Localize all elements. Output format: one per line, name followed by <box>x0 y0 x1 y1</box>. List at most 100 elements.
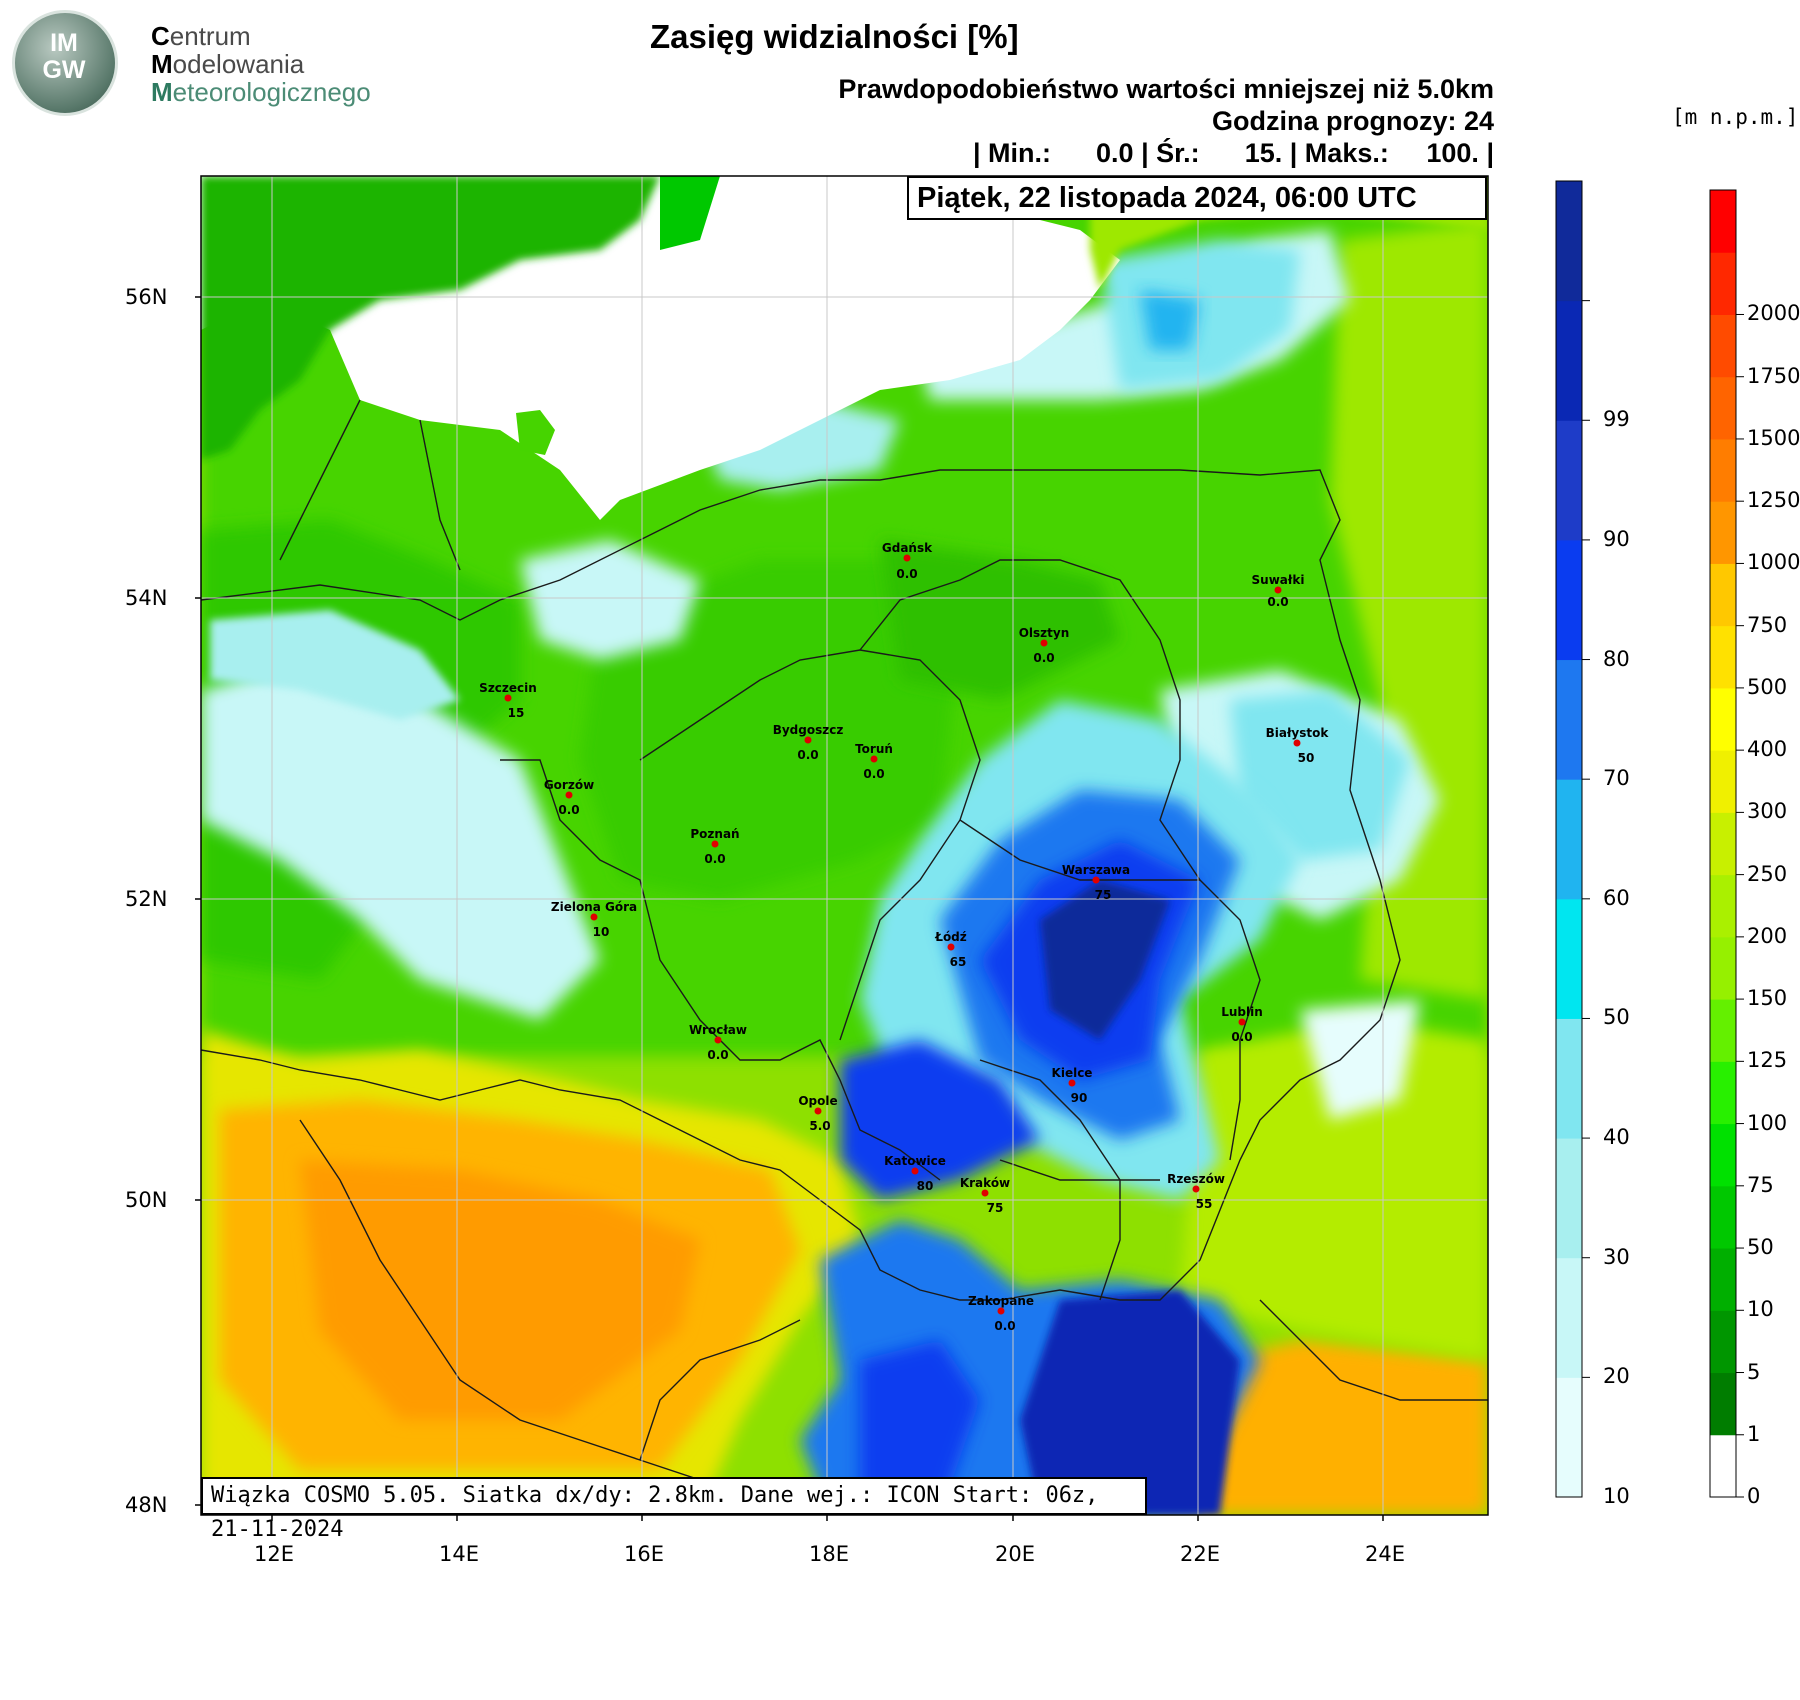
elevation-colorbar-label: 300 <box>1747 799 1788 824</box>
lon-label-12e: 12E <box>254 1542 294 1566</box>
elevation-colorbar-swatch <box>1710 1310 1736 1374</box>
svg-text:Olsztyn: Olsztyn <box>1019 626 1070 640</box>
elevation-colorbar-swatch <box>1710 1123 1736 1187</box>
map-frame <box>200 175 1489 1516</box>
city-rzeszow: Rzeszów 55 <box>1167 1172 1225 1211</box>
city-lodz: Łódź 65 <box>934 930 967 969</box>
svg-text:Warszawa: Warszawa <box>1062 863 1130 877</box>
probability-colorbar-label: 90 <box>1603 526 1630 551</box>
lon-label-16e: 16E <box>624 1542 664 1566</box>
lon-label-20e: 20E <box>995 1542 1035 1566</box>
model-info: Wiązka COSMO 5.05. Siatka dx/dy: 2.8km. … <box>201 1477 1147 1542</box>
lat-label-56n: 56N <box>125 285 168 309</box>
svg-text:Wrocław: Wrocław <box>689 1023 747 1037</box>
elevation-colorbar-label: 50 <box>1747 1235 1774 1260</box>
elevation-colorbar-swatch <box>1710 1434 1736 1498</box>
city-gdansk: Gdańsk 0.0 <box>882 541 933 581</box>
svg-text:Bydgoszcz: Bydgoszcz <box>773 723 844 737</box>
lat-label-52n: 52N <box>125 887 168 911</box>
svg-text:0.0: 0.0 <box>994 1319 1015 1333</box>
elevation-colorbar-label: 100 <box>1747 1110 1788 1135</box>
page-title: Zasięg widzialności [%] <box>650 18 1019 55</box>
elevation-colorbar-label: 400 <box>1747 737 1788 762</box>
svg-text:5.0: 5.0 <box>809 1119 830 1133</box>
city-suwalki: Suwałki 0.0 <box>1252 573 1305 609</box>
city-poznan: Poznań 0.0 <box>690 827 739 866</box>
city-szczecin: Szczecin 15 <box>479 681 537 720</box>
elevation-colorbar-label: 2000 <box>1747 301 1800 326</box>
probability-colorbar-label: 70 <box>1603 766 1630 791</box>
elevation-colorbar-label: 250 <box>1747 861 1788 886</box>
svg-text:Białystok: Białystok <box>1266 726 1330 740</box>
svg-text:Kraków: Kraków <box>960 1176 1010 1190</box>
map-field <box>201 176 1488 1515</box>
elevation-units: [m n.p.m.] <box>1672 105 1799 129</box>
svg-text:55: 55 <box>1196 1197 1213 1211</box>
probability-colorbar-swatch <box>1556 779 1582 900</box>
svg-text:0.0: 0.0 <box>1267 595 1288 609</box>
probability-colorbar-label: 80 <box>1603 646 1630 671</box>
elevation-colorbar-swatch <box>1710 687 1736 751</box>
svg-text:Gorzów: Gorzów <box>544 778 594 792</box>
svg-text:15: 15 <box>508 706 525 720</box>
svg-text:50: 50 <box>1298 751 1315 765</box>
svg-text:0.0: 0.0 <box>1231 1030 1252 1044</box>
svg-text:Zakopane: Zakopane <box>968 1294 1034 1308</box>
svg-text:Opole: Opole <box>798 1094 837 1108</box>
elevation-colorbar-swatch <box>1710 252 1736 315</box>
svg-text:Zielona Góra: Zielona Góra <box>551 900 637 914</box>
city-opole: Opole 5.0 <box>798 1094 837 1133</box>
city-katowice: Katowice 80 <box>884 1154 946 1193</box>
elevation-colorbar-label: 75 <box>1747 1172 1774 1197</box>
elevation-colorbar-label: 1 <box>1747 1421 1761 1446</box>
probability-colorbar-swatch <box>1556 1377 1582 1498</box>
elevation-colorbar-label: 125 <box>1747 1048 1788 1073</box>
svg-text:0.0: 0.0 <box>863 767 884 781</box>
city-torun: Toruń 0.0 <box>855 742 893 781</box>
elevation-colorbar-label: 5 <box>1747 1359 1761 1384</box>
svg-text:Łódź: Łódź <box>934 930 967 944</box>
elevation-colorbar-swatch <box>1710 750 1736 813</box>
probability-colorbar-frame <box>1555 180 1583 1498</box>
elevation-colorbar-label: 1750 <box>1747 363 1800 388</box>
probability-colorbar-swatch <box>1556 539 1582 661</box>
elevation-colorbar-label: 1500 <box>1747 425 1800 450</box>
elevation-colorbar-label: 200 <box>1747 923 1788 948</box>
probability-colorbar-swatch <box>1556 898 1582 1019</box>
probability-colorbar-label: 30 <box>1603 1244 1630 1269</box>
probability-colorbar-swatch <box>1556 420 1582 541</box>
probability-colorbar-label: 40 <box>1603 1125 1630 1150</box>
svg-text:0.0: 0.0 <box>896 567 917 581</box>
forecast-date: Piątek, 22 listopada 2024, 06:00 UTC <box>907 176 1487 220</box>
lat-label-54n: 54N <box>125 586 168 610</box>
probability-colorbar-label: 10 <box>1603 1484 1630 1508</box>
imgw-logo-text: IM GW <box>42 29 86 84</box>
elevation-colorbar-label: 0 <box>1747 1484 1761 1508</box>
probability-colorbar-label: 20 <box>1603 1364 1630 1389</box>
axis-ticks <box>195 296 1384 1521</box>
city-bialystok: Białystok 50 <box>1266 726 1330 765</box>
elevation-colorbar-swatch <box>1710 563 1736 627</box>
elevation-colorbar-swatch <box>1710 1372 1736 1436</box>
city-kielce: Kielce 90 <box>1052 1066 1093 1105</box>
city-wroclaw: Wrocław 0.0 <box>689 1023 747 1062</box>
elevation-colorbar-swatch <box>1710 1185 1736 1249</box>
probability-colorbar-swatch <box>1556 1018 1582 1139</box>
svg-text:0.0: 0.0 <box>558 803 579 817</box>
lat-label-48n: 48N <box>125 1493 168 1517</box>
svg-text:75: 75 <box>1095 888 1112 902</box>
svg-text:Katowice: Katowice <box>884 1154 946 1168</box>
city-warszawa: Warszawa 75 <box>1062 863 1130 902</box>
city-lublin: Lublin 0.0 <box>1221 1005 1263 1044</box>
elevation-colorbar-label: 1000 <box>1747 550 1800 575</box>
probability-colorbar-swatch <box>1556 659 1582 780</box>
svg-text:0.0: 0.0 <box>704 852 725 866</box>
city-zakopane: Zakopane 0.0 <box>968 1294 1034 1333</box>
elevation-colorbar-swatch <box>1710 438 1736 502</box>
probability-colorbar-label: 60 <box>1603 885 1630 910</box>
svg-text:Suwałki: Suwałki <box>1252 573 1305 587</box>
svg-text:Rzeszów: Rzeszów <box>1167 1172 1225 1186</box>
elevation-colorbar-swatch <box>1710 190 1736 253</box>
